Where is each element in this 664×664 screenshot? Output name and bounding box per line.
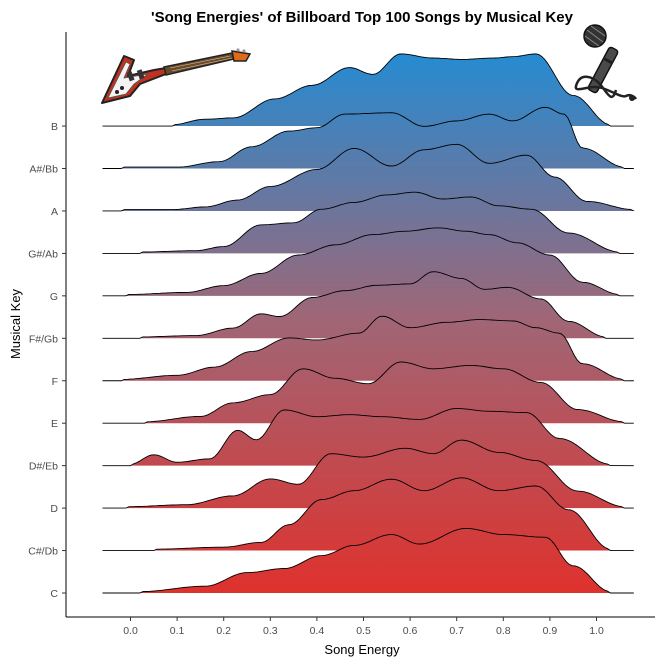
x-tick-label: 0.2 xyxy=(216,625,231,637)
ridge-line-c xyxy=(102,527,634,594)
y-tick-label: D xyxy=(50,503,58,515)
y-tick-label: G#/Ab xyxy=(28,248,58,260)
ridge-line-e xyxy=(102,361,634,424)
y-tick-label: F xyxy=(52,376,58,388)
y-tick-label: C#/Db xyxy=(28,546,58,558)
x-tick-label: 0.5 xyxy=(356,625,371,637)
electric-guitar-icon xyxy=(101,48,252,104)
x-tick-label: 0.7 xyxy=(449,625,464,637)
microphone-icon xyxy=(574,24,638,101)
ridge-line-a-bb xyxy=(102,106,634,169)
ridge-line-g xyxy=(102,227,634,297)
ridges-group xyxy=(102,53,635,594)
x-tick-label: 0.0 xyxy=(123,625,138,637)
chart-title: 'Song Energies' of Billboard Top 100 Son… xyxy=(151,9,574,26)
ridge-line-f xyxy=(102,315,634,382)
ridge-line-a xyxy=(102,143,635,212)
y-tick-label: D#/Eb xyxy=(29,461,58,473)
x-tick-label: 1.0 xyxy=(589,625,604,637)
x-tick-label: 0.4 xyxy=(310,625,325,637)
ridge-line-g-ab xyxy=(102,191,634,254)
y-tick-label: F#/Gb xyxy=(29,333,58,345)
ridge-area-b xyxy=(172,54,611,127)
ridge-line-d xyxy=(102,439,634,509)
y-tick-label: C xyxy=(50,588,58,600)
y-tick-label: B xyxy=(51,121,58,133)
y-tick-label: A#/Bb xyxy=(29,164,58,176)
y-axis-label: Musical Key xyxy=(8,288,23,359)
ridge-area-c xyxy=(139,528,611,593)
y-tick-label: G xyxy=(50,291,58,303)
y-tick-label: E xyxy=(51,418,58,430)
ridge-line-d-eb xyxy=(102,408,634,467)
ridge-area-e xyxy=(144,362,625,424)
ridge-area-a-bb xyxy=(121,107,625,169)
x-tick-label: 0.8 xyxy=(496,625,511,637)
ridge-line-c-db xyxy=(102,477,634,551)
x-tick-label: 0.1 xyxy=(170,625,185,637)
x-tick-label: 0.3 xyxy=(263,625,278,637)
ridge-line-f-gb xyxy=(102,271,634,339)
ridge-area-c-db xyxy=(153,477,611,551)
ridge-line-b xyxy=(102,53,634,127)
ridge-area-a xyxy=(121,144,634,211)
ridge-area-g xyxy=(125,227,620,296)
x-tick-label: 0.6 xyxy=(403,625,418,637)
y-tick-label: A xyxy=(51,206,58,218)
x-axis-label: Song Energy xyxy=(324,642,400,657)
ridge-area-f xyxy=(121,316,625,381)
x-tick-label: 0.9 xyxy=(543,625,558,637)
y-ticks-group: C C#/Db D D#/Eb E F F#/Gb G G#/Ab A A#/Bb B xyxy=(28,121,66,600)
x-ticks-group: 0.0 0.1 0.2 0.3 0.4 0.5 0.6 0.7 0.8 0.9 1.0 xyxy=(123,617,604,637)
